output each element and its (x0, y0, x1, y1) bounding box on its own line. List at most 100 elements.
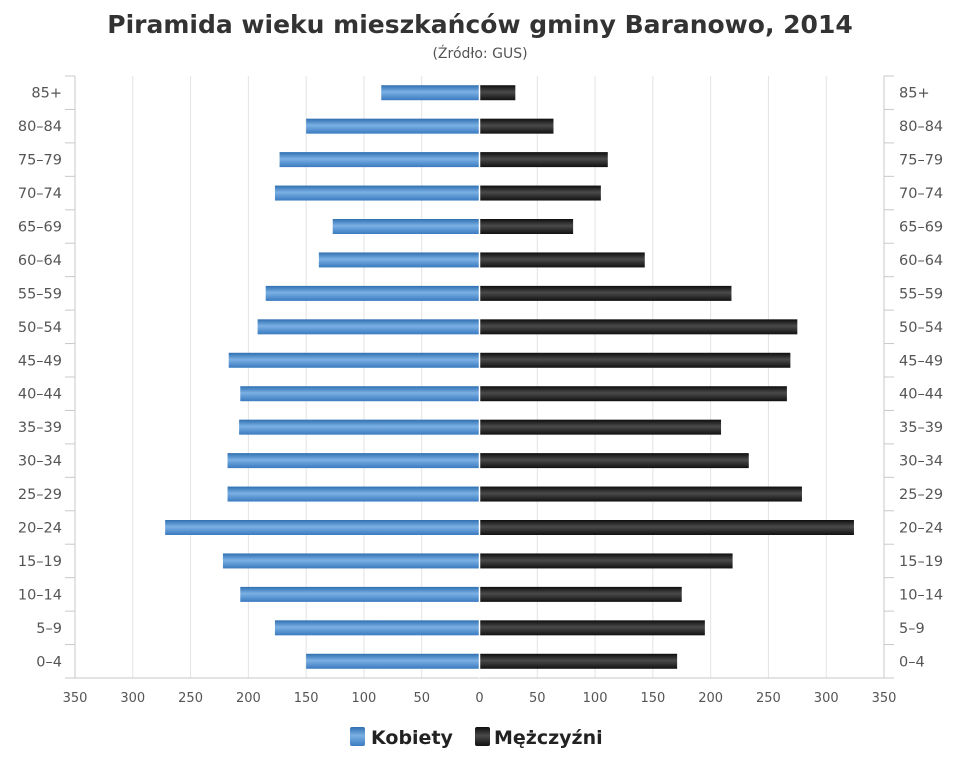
y-label-left: 40–44 (18, 387, 62, 403)
bar-kobiety-50-54[interactable] (257, 319, 480, 335)
y-label-right: 70–74 (899, 186, 943, 202)
legend-swatch-mezczyzni (475, 727, 490, 746)
x-tick-label: 50 (413, 691, 430, 706)
y-label-right: 10–14 (899, 587, 943, 603)
x-tick-label: 150 (640, 691, 665, 706)
bar-mezczyzni-5-9[interactable] (479, 620, 705, 636)
x-tick-label: 100 (352, 691, 377, 706)
bar-mezczyzni-0-4[interactable] (479, 653, 678, 669)
y-label-left: 15–19 (18, 554, 62, 570)
legend-swatch-kobiety (350, 727, 365, 746)
bar-mezczyzni-10-14[interactable] (479, 586, 682, 602)
y-axis-labels: 0–4 0–4 5–9 5–9 10–14 10–14 15–19 15–19 20–24 20–… (18, 86, 943, 671)
bar-mezczyzni-80-84[interactable] (479, 118, 554, 134)
x-tick-label: 350 (63, 691, 88, 706)
x-tick-label: 200 (698, 691, 723, 706)
bar-mezczyzni-55-59[interactable] (479, 285, 732, 301)
bar-kobiety-55-59[interactable] (265, 285, 480, 301)
bar-kobiety-35-39[interactable] (239, 419, 480, 435)
bar-kobiety-75-79[interactable] (279, 152, 480, 168)
bar-mezczyzni-85+[interactable] (479, 85, 516, 101)
y-label-right: 30–34 (899, 454, 943, 470)
y-label-left: 0–4 (36, 654, 62, 670)
bar-mezczyzni-30-34[interactable] (479, 453, 749, 469)
y-label-left: 70–74 (18, 186, 62, 202)
y-label-left: 60–64 (18, 253, 62, 269)
x-tick-label: 250 (178, 691, 203, 706)
y-label-right: 65–69 (899, 220, 943, 236)
legend-item-kobiety[interactable]: Kobiety (350, 727, 454, 749)
x-tick-label: 300 (814, 691, 839, 706)
y-label-right: 55–59 (899, 286, 943, 302)
chart-title: Piramida wieku mieszkańców gminy Baranow… (107, 10, 852, 39)
x-tick-label: 150 (294, 691, 319, 706)
y-label-left: 25–29 (18, 487, 62, 503)
x-tick-label: 0 (475, 691, 483, 706)
x-tick-label: 250 (756, 691, 781, 706)
x-tick-label: 50 (529, 691, 546, 706)
bar-mezczyzni-65-69[interactable] (479, 219, 574, 234)
bar-kobiety-10-14[interactable] (240, 586, 480, 602)
y-label-left: 75–79 (18, 153, 62, 169)
bar-mezczyzni-45-49[interactable] (479, 352, 791, 368)
y-label-left: 45–49 (18, 353, 62, 369)
bar-kobiety-40-44[interactable] (240, 386, 480, 402)
bar-mezczyzni-20-24[interactable] (479, 520, 854, 535)
y-label-left: 65–69 (18, 220, 62, 236)
y-label-right: 40–44 (899, 387, 943, 403)
bars (165, 76, 854, 678)
y-label-right: 35–39 (899, 420, 943, 436)
y-label-right: 25–29 (899, 487, 943, 503)
y-label-left: 35–39 (18, 420, 62, 436)
y-label-right: 60–64 (899, 253, 943, 269)
bar-mezczyzni-15-19[interactable] (479, 553, 733, 569)
bar-mezczyzni-25-29[interactable] (479, 486, 802, 502)
y-label-left: 5–9 (36, 621, 62, 637)
bar-kobiety-65-69[interactable] (332, 219, 480, 234)
bar-kobiety-85+[interactable] (381, 85, 480, 101)
grid (132, 76, 827, 678)
bar-mezczyzni-70-74[interactable] (479, 185, 601, 201)
bar-mezczyzni-50-54[interactable] (479, 319, 798, 335)
legend-item-mezczyzni[interactable]: Mężczyźni (475, 727, 603, 749)
bar-kobiety-15-19[interactable] (222, 553, 480, 569)
bar-mezczyzni-40-44[interactable] (479, 386, 787, 402)
bar-kobiety-45-49[interactable] (228, 352, 480, 368)
x-tick-label: 200 (236, 691, 261, 706)
chart-subtitle: (Źródło: GUS) (432, 44, 527, 62)
y-label-right: 15–19 (899, 554, 943, 570)
x-tick-label: 100 (583, 691, 608, 706)
legend: Kobiety Mężczyźni (350, 727, 603, 749)
legend-label-kobiety: Kobiety (371, 727, 454, 749)
bar-kobiety-70-74[interactable] (274, 185, 480, 201)
y-label-right: 75–79 (899, 153, 943, 169)
bar-mezczyzni-75-79[interactable] (479, 152, 608, 168)
y-label-right: 0–4 (899, 654, 925, 670)
y-label-left: 85+ (31, 86, 62, 102)
bar-kobiety-60-64[interactable] (318, 252, 480, 268)
x-axis-labels: 350 300 250 200 150 100 50 0 50 100 150 200 250 300 35… (63, 691, 897, 706)
y-label-left: 20–24 (18, 521, 62, 537)
bar-kobiety-30-34[interactable] (227, 453, 480, 469)
y-label-right: 50–54 (899, 320, 943, 336)
bar-kobiety-0-4[interactable] (306, 653, 480, 669)
y-label-left: 80–84 (18, 119, 62, 135)
bar-mezczyzni-35-39[interactable] (479, 419, 722, 435)
bar-kobiety-5-9[interactable] (274, 620, 480, 636)
y-label-right: 80–84 (899, 119, 943, 135)
y-label-left: 50–54 (18, 320, 62, 336)
y-label-left: 30–34 (18, 454, 62, 470)
x-tick-label: 300 (120, 691, 145, 706)
bar-kobiety-80-84[interactable] (306, 118, 480, 134)
bar-mezczyzni-60-64[interactable] (479, 252, 645, 268)
y-label-left: 10–14 (18, 587, 62, 603)
y-label-right: 5–9 (899, 621, 925, 637)
bar-kobiety-20-24[interactable] (165, 520, 480, 535)
y-label-left: 55–59 (18, 286, 62, 302)
bar-kobiety-25-29[interactable] (227, 486, 480, 502)
x-tick-label: 350 (872, 691, 897, 706)
y-label-right: 45–49 (899, 353, 943, 369)
y-label-right: 85+ (899, 86, 930, 102)
legend-label-mezczyzni: Mężczyźni (494, 727, 603, 749)
